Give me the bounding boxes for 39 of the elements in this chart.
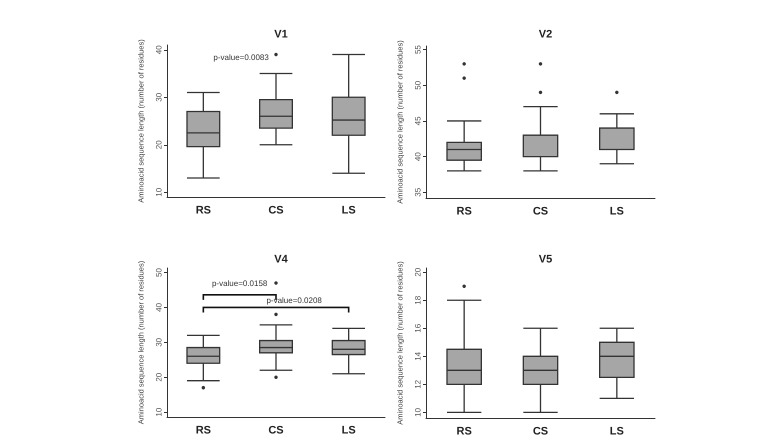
y-tick-label: 50 bbox=[414, 80, 422, 90]
x-tick-label: CS bbox=[532, 206, 548, 218]
y-tick-label: 55 bbox=[414, 44, 422, 54]
annotation: p-value=0.0208 bbox=[266, 296, 322, 306]
y-tick-label: 35 bbox=[414, 187, 422, 197]
y-tick-label: 10 bbox=[154, 407, 164, 417]
x-tick-label: LS bbox=[342, 424, 356, 436]
y-tick-label: 20 bbox=[154, 140, 164, 150]
y-tick-label: 12 bbox=[414, 379, 422, 389]
y-tick-label: 40 bbox=[414, 152, 422, 162]
chart-title: V5 bbox=[538, 254, 552, 266]
y-tick-label: 20 bbox=[414, 267, 422, 277]
chart-title: V1 bbox=[274, 28, 288, 40]
x-tick-label: LS bbox=[610, 426, 624, 438]
x-tick-label: LS bbox=[342, 204, 356, 216]
y-tick-label: 45 bbox=[414, 116, 422, 126]
y-tick-label: 16 bbox=[414, 323, 422, 333]
x-tick-label: RS bbox=[456, 426, 472, 438]
y-tick-label: 30 bbox=[154, 92, 164, 102]
x-tick-label: CS bbox=[532, 426, 548, 438]
y-tick-label: 10 bbox=[414, 407, 422, 417]
x-tick-label: RS bbox=[196, 204, 211, 216]
y-tick-label: 14 bbox=[414, 351, 422, 361]
chart-title: V4 bbox=[274, 254, 289, 266]
y-tick-label: 50 bbox=[154, 268, 164, 277]
y-tick-label: 18 bbox=[414, 295, 422, 305]
y-tick-label: 40 bbox=[154, 44, 164, 54]
y-tick-label: 30 bbox=[154, 337, 164, 347]
x-tick-label: LS bbox=[610, 206, 624, 218]
annotation: p-value=0.0158 bbox=[212, 278, 268, 288]
y-tick-label: 10 bbox=[154, 187, 164, 197]
x-tick-label: CS bbox=[268, 204, 284, 216]
y-tick-label: 40 bbox=[154, 302, 164, 312]
chart-title: V2 bbox=[538, 28, 552, 40]
x-tick-label: RS bbox=[456, 206, 472, 218]
y-tick-label: 20 bbox=[154, 372, 164, 382]
x-tick-label: CS bbox=[268, 424, 284, 436]
x-tick-label: RS bbox=[196, 424, 211, 436]
annotation: p-value=0.0083 bbox=[213, 53, 270, 62]
